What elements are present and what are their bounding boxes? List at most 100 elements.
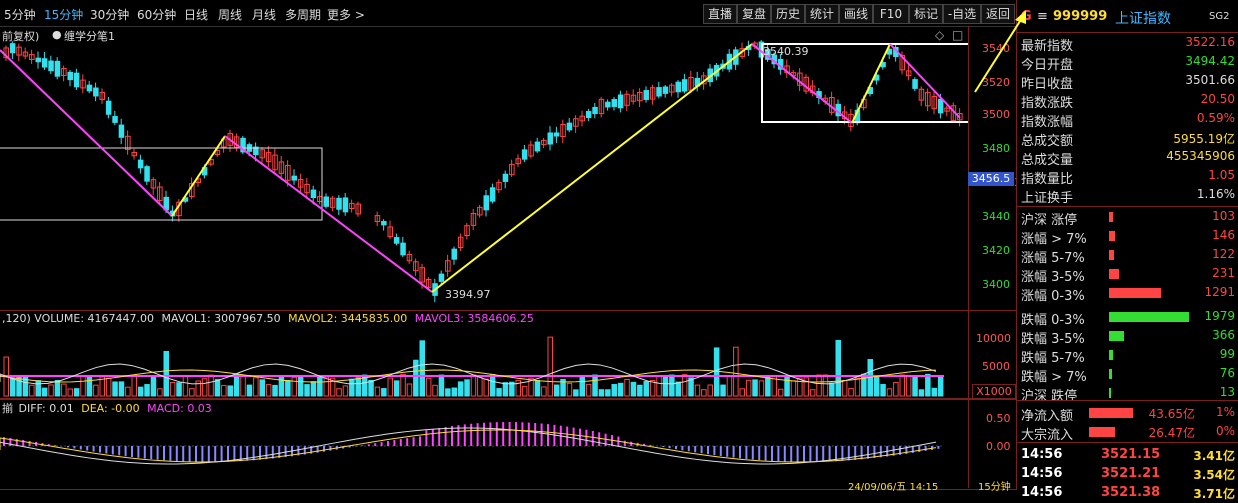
tick-amount: 3.54亿 (1193, 468, 1235, 482)
breadth-label: 跌幅 5-7% (1021, 351, 1085, 366)
volume-bar (893, 382, 899, 397)
timeframe-5min[interactable]: 5分钟 (4, 8, 36, 22)
volume-bar (419, 340, 425, 397)
volume-bar (886, 388, 893, 397)
macd-chart[interactable] (0, 412, 968, 482)
candle-body (521, 149, 528, 160)
timeframe-month[interactable]: 月线 (252, 8, 277, 22)
trend-stroke (224, 135, 433, 293)
history-button[interactable]: 历史 (771, 4, 805, 24)
watchlist-button[interactable]: -自选 (943, 4, 981, 24)
back-button[interactable]: 返回 (981, 4, 1015, 24)
timeframe-30min[interactable]: 30分钟 (90, 8, 130, 22)
volume-bar (809, 389, 816, 397)
volume-bar (432, 384, 438, 397)
timeframe-15min[interactable]: 15分钟 (44, 8, 84, 22)
quote-label: 总成交额 (1021, 134, 1074, 149)
low-annotation: 3394.97 (445, 288, 491, 301)
volume-bar (342, 385, 349, 397)
candle-body (22, 51, 29, 57)
tick-time: 14:56 (1021, 466, 1063, 481)
mark-button[interactable]: 标记 (909, 4, 943, 24)
quote-row: 今日开盘 3494.42 (1021, 53, 1235, 73)
volume-bar (803, 377, 809, 397)
timeframe-week[interactable]: 周线 (218, 8, 243, 22)
candle-body (35, 57, 41, 63)
candle-body (86, 84, 93, 92)
candle-body (125, 135, 131, 151)
f10-button[interactable]: F10 (873, 4, 909, 24)
divider (1017, 206, 1238, 207)
timeframe-60min[interactable]: 60分钟 (137, 8, 177, 22)
volume-bar (630, 381, 637, 397)
candle-body (489, 187, 496, 202)
candle-body (457, 236, 464, 249)
volume-bar (649, 380, 656, 397)
volume-bar (125, 386, 131, 397)
adjust-label[interactable]: 前复权) (2, 30, 40, 43)
quote-row: 最新指数 3522.16 (1021, 34, 1235, 54)
volume-bar (61, 383, 67, 397)
volume-bar (611, 384, 617, 397)
volume-bar (67, 388, 73, 397)
tick-price: 3521.15 (1101, 447, 1161, 462)
candle-body (291, 175, 297, 181)
tick-amount: 3.41亿 (1193, 449, 1235, 463)
draw-button[interactable]: 画线 (839, 4, 873, 24)
live-button[interactable]: 直播 (703, 4, 737, 24)
volume-bar (425, 377, 432, 397)
candle-body (329, 197, 336, 208)
mavol1-value: MAVOL1: 3007967.50 (161, 312, 281, 325)
candle-body (137, 159, 144, 169)
mavol1-line (0, 363, 937, 385)
volume-bar (336, 388, 342, 397)
volume-chart[interactable] (0, 326, 968, 398)
volume-bar (521, 386, 528, 397)
breadth-bar (1109, 312, 1189, 322)
dropdown-icon[interactable]: ● (52, 28, 62, 41)
volume-bar (451, 387, 457, 397)
breadth-bar (1109, 331, 1124, 341)
indicator-label[interactable]: 缠学分笔1 (64, 30, 115, 43)
candle-body (41, 58, 48, 68)
timeframe-multi[interactable]: 多周期 (285, 8, 322, 22)
high-annotation: 3540.39 (763, 45, 809, 58)
volume-bar (387, 377, 393, 397)
candlestick-chart[interactable] (0, 26, 968, 310)
volume-bar (355, 377, 361, 397)
candle-body (406, 253, 413, 262)
breadth-value: 13 (1219, 385, 1235, 399)
divider (1017, 400, 1238, 401)
quote-row: 上证换手 1.16% (1021, 186, 1235, 206)
volume-bar (163, 350, 169, 397)
price-axis-label: 3500 (982, 108, 1010, 121)
breadth-bar (1109, 212, 1113, 222)
square-icon[interactable]: □ (952, 28, 964, 42)
breadth-row: 涨幅 > 7% 146 (1021, 227, 1235, 247)
candle-body (80, 79, 86, 89)
candle-body (355, 203, 361, 215)
candle-body (649, 87, 656, 100)
candle-body (451, 248, 457, 260)
candle-body (624, 93, 630, 106)
candle-body (630, 94, 637, 102)
volume-bar (707, 384, 713, 397)
quote-label: 最新指数 (1021, 39, 1074, 54)
price-axis-label: 3400 (982, 278, 1010, 291)
candle-body (662, 86, 669, 94)
replay-button[interactable]: 复盘 (737, 4, 771, 24)
macd-axis-label: 0.00 (986, 440, 1011, 453)
timeframe-more[interactable]: 更多 > (327, 8, 365, 22)
timeframe-day[interactable]: 日线 (184, 8, 209, 22)
trend-stroke (171, 135, 226, 217)
volume-bar (675, 381, 681, 397)
candle-body (16, 46, 22, 56)
breadth-bar (1109, 269, 1119, 279)
menu-icon[interactable]: ≡ (1037, 9, 1048, 24)
candle-body (477, 206, 483, 216)
candle-body (272, 154, 278, 171)
diamond-icon[interactable]: ◇ (935, 28, 945, 42)
candle-body (553, 132, 560, 137)
stats-button[interactable]: 统计 (805, 4, 839, 24)
volume-bar (713, 347, 720, 397)
